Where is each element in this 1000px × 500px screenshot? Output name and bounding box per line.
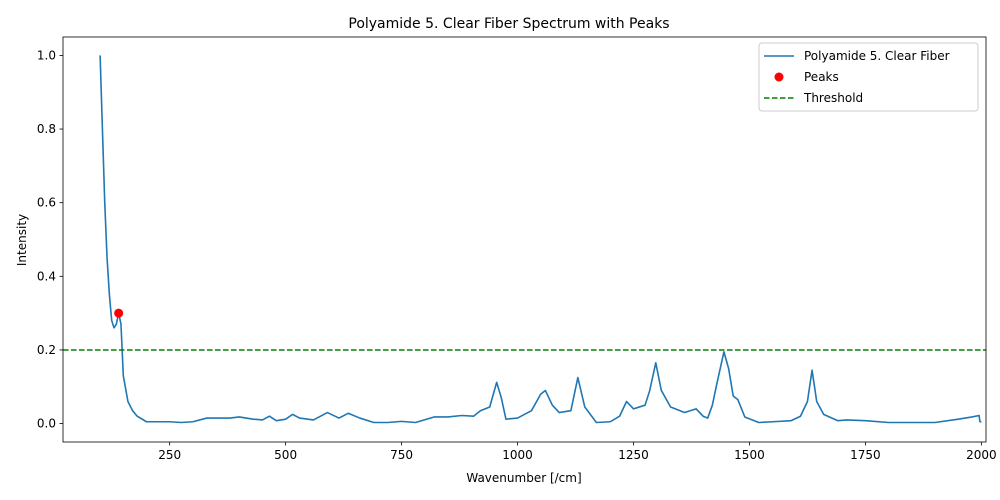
legend-label-spectrum: Polyamide 5. Clear Fiber (804, 49, 950, 63)
legend: Polyamide 5. Clear Fiber Peaks Threshold (758, 42, 979, 112)
chart-title: Polyamide 5. Clear Fiber Spectrum with P… (348, 16, 669, 32)
x-tick-label: 1000 (502, 448, 533, 462)
x-tick-label: 1250 (618, 448, 649, 462)
x-axis: 250 500 750 1000 1250 1500 1750 2000 (158, 442, 997, 462)
legend-box (758, 42, 979, 112)
x-tick-label: 1750 (850, 448, 881, 462)
series-layer (63, 55, 986, 424)
spectrum-line (99, 55, 982, 424)
y-axis: 0.0 0.2 0.4 0.6 0.8 1.0 (37, 48, 63, 431)
y-tick-label: 0.0 (37, 417, 56, 431)
y-axis-label: Intensity (15, 214, 29, 266)
legend-label-threshold: Threshold (803, 91, 863, 105)
x-tick-label: 500 (274, 448, 297, 462)
x-tick-label: 2000 (966, 448, 997, 462)
legend-marker-swatch (774, 72, 784, 82)
peak-marker (114, 308, 124, 318)
y-tick-label: 1.0 (37, 48, 56, 62)
y-tick-label: 0.4 (37, 269, 56, 283)
y-tick-label: 0.2 (37, 343, 56, 357)
x-tick-label: 750 (390, 448, 413, 462)
plot-frame (62, 36, 987, 443)
x-axis-label: Wavenumber [/cm] (466, 471, 581, 485)
x-tick-label: 1500 (734, 448, 765, 462)
y-tick-label: 0.6 (37, 196, 56, 210)
legend-label-peaks: Peaks (804, 70, 839, 84)
x-tick-label: 250 (158, 448, 181, 462)
y-tick-label: 0.8 (37, 122, 56, 136)
